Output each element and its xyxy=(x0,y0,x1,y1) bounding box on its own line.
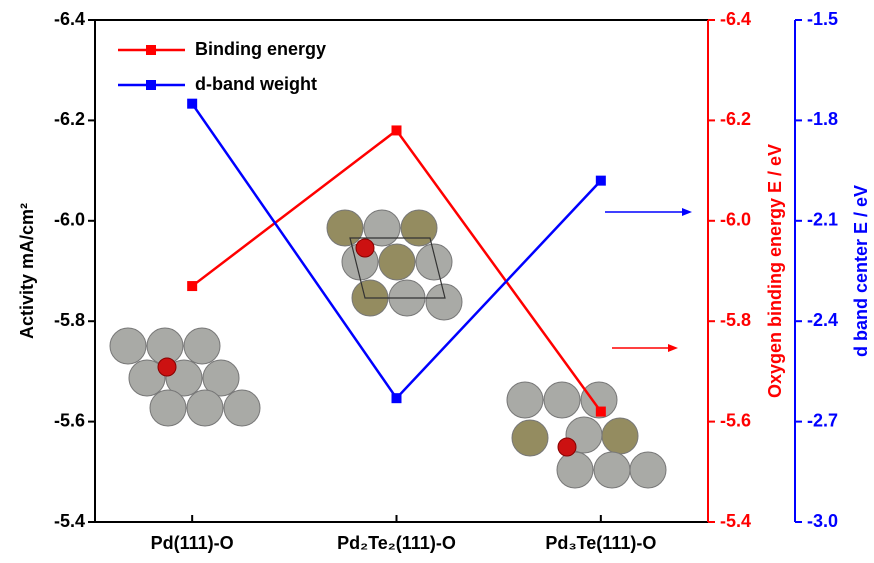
legend-label: Binding energy xyxy=(195,39,326,59)
y2-axis-title: Oxygen binding energy E / eV xyxy=(765,144,785,398)
tick-label: -5.4 xyxy=(54,511,85,531)
tick-label: -3.0 xyxy=(807,511,838,531)
tick-label: -1.5 xyxy=(807,9,838,29)
y3-axis-title: d band center E / eV xyxy=(851,185,871,357)
axis-pointers xyxy=(605,208,692,352)
tick-label: -5.8 xyxy=(720,310,751,330)
x-tick-label: Pd(111)-O xyxy=(151,533,234,553)
data-point xyxy=(595,175,606,186)
tick-label: -5.6 xyxy=(54,410,85,430)
legend-marker xyxy=(146,80,156,90)
tick-label: -6.2 xyxy=(54,109,85,129)
x-tick-label: Pd₂Te₂(111)-O xyxy=(337,533,456,553)
surface-models xyxy=(109,209,667,489)
tick-label: -1.8 xyxy=(807,109,838,129)
legend-marker xyxy=(146,45,156,55)
tick-label: -6.2 xyxy=(720,109,751,129)
data-point xyxy=(595,406,606,417)
tick-label: -2.1 xyxy=(807,210,838,230)
data-point xyxy=(187,98,198,109)
tick-label: -5.8 xyxy=(54,310,85,330)
tick-label: -5.6 xyxy=(720,410,751,430)
tick-label: -2.4 xyxy=(807,310,838,330)
x-tick-label: Pd₃Te(111)-O xyxy=(545,533,656,553)
data-point xyxy=(187,281,198,292)
tick-label: -2.7 xyxy=(807,410,838,430)
legend-label: d-band weight xyxy=(195,74,317,94)
tick-label: -6.0 xyxy=(54,210,85,230)
tick-label: -6.0 xyxy=(720,210,751,230)
tick-label: -6.4 xyxy=(720,9,751,29)
tick-label: -6.4 xyxy=(54,9,85,29)
y-axis-title: Activity mA/cm² xyxy=(17,203,37,339)
data-point xyxy=(391,393,402,404)
tick-label: -5.4 xyxy=(720,511,751,531)
data-point xyxy=(391,125,402,136)
